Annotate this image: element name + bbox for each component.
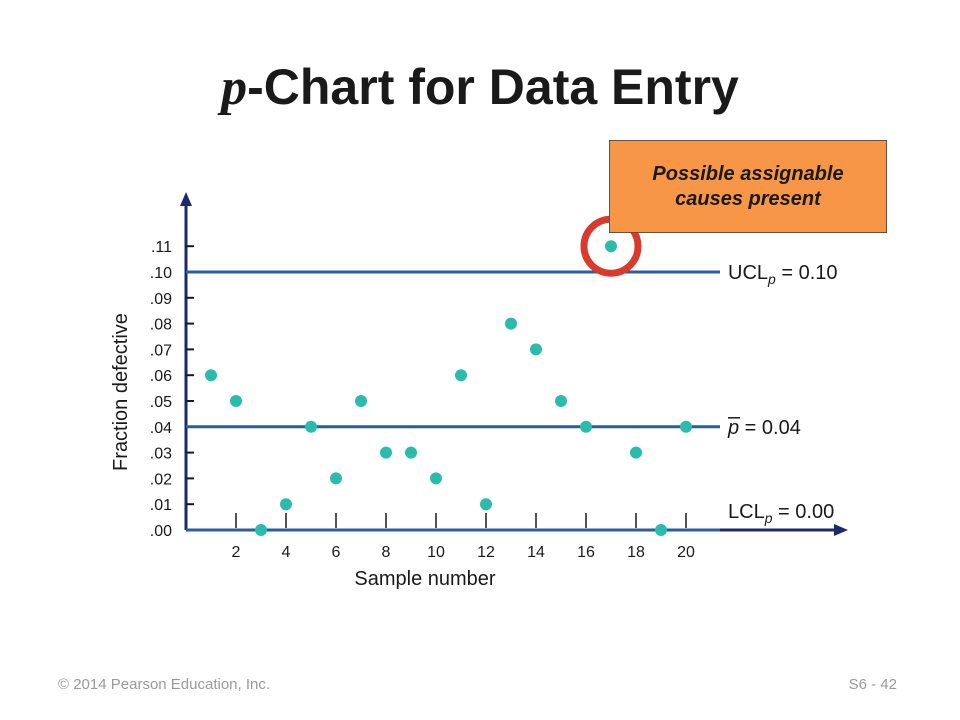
lcl-label: LCLp = 0.00	[728, 501, 834, 526]
y-axis-arrow	[180, 192, 192, 206]
x-tick-label: 8	[382, 544, 391, 561]
y-tick-label: .04	[150, 420, 172, 437]
title-text: -Chart for Data Entry	[247, 59, 739, 115]
p-bar-label: p = 0.04	[727, 417, 801, 439]
x-tick-label: 16	[577, 544, 595, 561]
data-point	[380, 446, 392, 459]
data-point	[505, 317, 517, 330]
assignable-causes-callout: Possible assignable causes present	[609, 140, 887, 233]
data-point	[305, 420, 317, 433]
x-tick-label: 2	[232, 544, 241, 561]
data-point	[630, 446, 642, 459]
x-axis-arrow	[834, 524, 848, 536]
data-point	[580, 420, 592, 433]
data-point	[405, 446, 417, 459]
y-tick-label: .01	[150, 497, 172, 514]
x-tick-label: 20	[677, 544, 695, 561]
x-tick-label: 18	[627, 544, 645, 561]
data-point	[680, 420, 692, 433]
y-tick-label: .02	[150, 471, 172, 488]
data-point	[230, 395, 242, 407]
y-tick-label: .03	[150, 446, 172, 463]
data-point	[530, 343, 542, 356]
copyright-footer: © 2014 Pearson Education, Inc.	[58, 676, 271, 693]
x-tick-label: 12	[477, 544, 495, 561]
y-axis-label: Fraction defective	[110, 313, 132, 471]
data-point	[655, 524, 667, 536]
data-point	[605, 240, 617, 253]
y-tick-label: .00	[150, 523, 172, 540]
x-axis-label: Sample number	[354, 568, 496, 590]
y-tick-label: .06	[150, 368, 172, 385]
x-tick-label: 14	[527, 544, 545, 561]
data-point	[480, 498, 492, 511]
y-tick-label: .11	[151, 239, 172, 256]
y-tick-label: .05	[150, 394, 172, 411]
y-tick-label: .10	[150, 265, 172, 282]
data-point	[455, 369, 467, 382]
slide-number: S6 - 42	[848, 676, 897, 693]
y-tick-label: .09	[150, 291, 172, 308]
data-point	[280, 498, 292, 511]
x-tick-label: 6	[332, 544, 341, 561]
ucl-label: UCLp = 0.10	[728, 262, 838, 287]
data-point	[330, 472, 342, 485]
y-tick-label: .08	[150, 317, 172, 334]
data-point	[205, 369, 217, 382]
x-tick-label: 10	[427, 544, 445, 561]
data-point	[255, 524, 267, 536]
x-tick-label: 4	[282, 544, 291, 561]
data-point	[555, 395, 567, 407]
page-title: p-Chart for Data Entry	[0, 58, 960, 117]
data-point	[430, 472, 442, 485]
data-point	[355, 395, 367, 407]
y-tick-label: .07	[150, 342, 172, 359]
title-variable: p	[221, 59, 248, 116]
